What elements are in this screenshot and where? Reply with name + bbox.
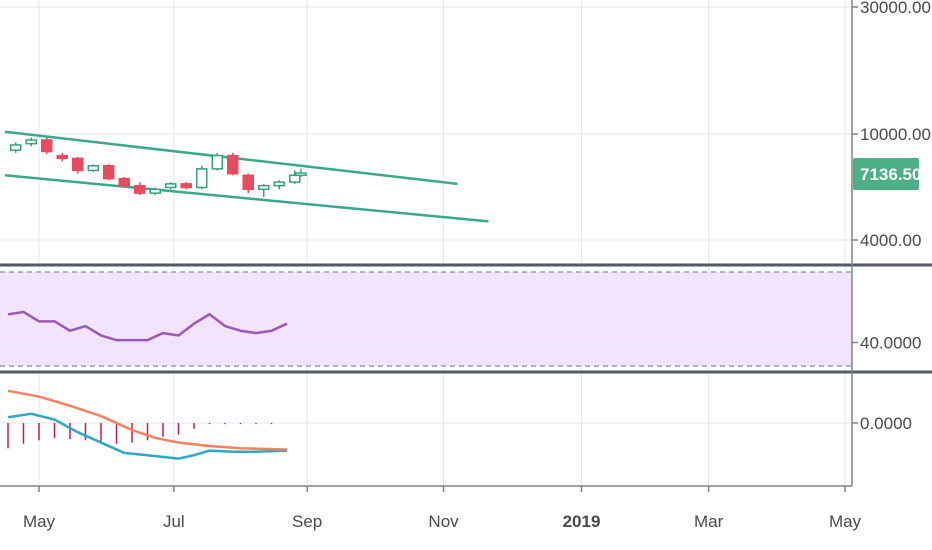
candle-body (196, 168, 208, 189)
macd-tick-label: 0.0000 (860, 414, 912, 433)
time-tick-label: Jul (163, 512, 185, 531)
candle-down (41, 137, 53, 155)
price-tick-label: 10000.00 (860, 125, 931, 144)
candle-down (103, 164, 115, 181)
candle-body (258, 184, 270, 191)
candle-body (25, 139, 37, 145)
macd-histogram (7, 423, 273, 449)
price-tick-label: 30000.00 (860, 0, 931, 17)
time-tick-label: May (23, 512, 56, 531)
candle-body (165, 183, 177, 189)
candle-up (165, 182, 177, 190)
candle-body (118, 177, 130, 187)
time-tick-label: 2019 (563, 512, 601, 531)
time-tick-label: Mar (694, 512, 724, 531)
candle-up (25, 137, 37, 147)
candle-up (273, 180, 285, 190)
candle-body (149, 188, 161, 194)
candle-body (242, 174, 254, 191)
time-tick-label: Nov (428, 512, 459, 531)
candle-body (273, 181, 285, 187)
last-price-label: 7136.50 (853, 158, 921, 191)
pane-separators (0, 0, 932, 487)
candle-body (72, 157, 84, 172)
candle-down (72, 156, 84, 174)
candle-up (10, 142, 22, 153)
candle-body (180, 183, 192, 189)
candle-body (289, 174, 301, 183)
candle-body (56, 154, 68, 160)
candle-down (134, 182, 146, 196)
trendline (4, 174, 489, 223)
candle-up (87, 164, 99, 173)
time-tick-label: Sep (292, 512, 322, 531)
price-tick-label: 4000.00 (860, 231, 921, 250)
candle-down (56, 152, 68, 162)
candle-body (10, 144, 22, 151)
time-axis: May Jul Sep Nov 2019 Mar May (23, 486, 862, 531)
candle-body (87, 165, 99, 172)
candle-body (227, 154, 239, 175)
candle-up (258, 183, 270, 198)
grid-lines (0, 0, 852, 486)
candle-up (295, 168, 307, 177)
candle-body (103, 165, 115, 180)
candle-body (41, 139, 53, 153)
candle-down (118, 176, 130, 188)
candle-body (134, 184, 146, 194)
time-tick-label: May (829, 512, 862, 531)
candle-up (196, 165, 208, 190)
candle-down (227, 152, 239, 176)
price-axis: 30000.00 10000.00 4000.00 40.0000 0.0000 (852, 0, 931, 433)
rsi-line (7, 310, 288, 342)
candle-down (242, 173, 254, 194)
candle-up (149, 187, 161, 196)
candle-down (180, 182, 192, 190)
candle-up (289, 170, 301, 184)
candle-body (295, 172, 307, 177)
candle-body (211, 154, 223, 170)
candlesticks (10, 137, 307, 198)
candle-up (211, 152, 223, 171)
rsi-tick-label: 40.0000 (860, 334, 921, 353)
last-price-box (853, 158, 919, 191)
macd-signal-line (7, 389, 288, 451)
rsi-band (0, 272, 852, 366)
last-price-value: 7136.50 (860, 165, 921, 184)
macd-line (7, 412, 288, 460)
